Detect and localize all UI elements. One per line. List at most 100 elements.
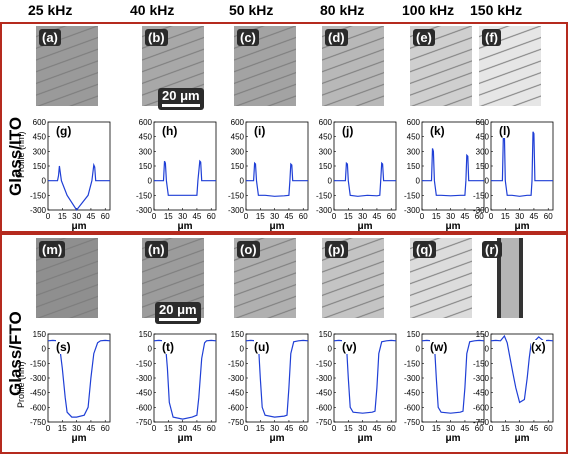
x-tick-label: 0: [332, 424, 337, 433]
y-tick-label: -150: [404, 191, 421, 200]
x-tick-label: 15: [432, 424, 441, 433]
profile-chart: 600 450 300 150 0 -150 -300 0 15 30 45 60 μm (g): [30, 118, 120, 238]
y-tick-label: 150: [139, 162, 153, 171]
x-tick-label: 30: [178, 424, 187, 433]
x-tick-label: 45: [372, 424, 381, 433]
profile-chart: 150 0 -150 -300 -450 -600 -750 0 15 30 45 60 μm (v): [316, 330, 406, 450]
frequency-header: 80 kHz: [320, 2, 365, 18]
x-tick-label: 0: [332, 212, 337, 221]
y-tick-label: 600: [231, 118, 245, 127]
y-tick-label: 150: [319, 162, 333, 171]
x-tick-label: 60: [207, 424, 216, 433]
x-tick-label: 30: [72, 424, 81, 433]
y-tick-label: -150: [228, 191, 245, 200]
x-tick-label: 60: [544, 212, 553, 221]
x-tick-label: 60: [101, 212, 110, 221]
y-tick-label: 150: [407, 162, 421, 171]
micrograph: (a): [36, 26, 98, 106]
x-tick-label: 45: [529, 424, 538, 433]
panel-label: (r): [482, 241, 502, 258]
profile-trace: [422, 148, 484, 197]
x-tick-label: 45: [86, 424, 95, 433]
y-tick-label: 300: [33, 147, 47, 156]
profile-trace: [246, 161, 308, 197]
x-tick-label: 60: [544, 424, 553, 433]
profile-chart: 600 450 300 150 0 -150 -300 0 15 30 45 60 μm (h): [136, 118, 226, 238]
x-tick-label: 0: [244, 424, 249, 433]
x-tick-label: 45: [460, 212, 469, 221]
x-tick-label: 15: [164, 212, 173, 221]
y-tick-label: 0: [42, 345, 47, 354]
y-tick-label: 300: [139, 147, 153, 156]
x-tick-label: 0: [489, 424, 494, 433]
graph-label: (x): [531, 340, 546, 354]
profile-chart: 150 0 -150 -300 -450 -600 -750 0 15 30 45 60 μm (w): [404, 330, 494, 450]
micrograph: (d): [322, 26, 384, 106]
y-tick-label: -300: [136, 206, 153, 215]
micrograph: (o): [234, 238, 296, 318]
y-tick-label: -600: [473, 403, 490, 412]
micrograph: (q): [410, 238, 472, 318]
y-tick-label: 600: [319, 118, 333, 127]
y-tick-label: -750: [404, 418, 421, 427]
y-tick-label: -450: [316, 389, 333, 398]
y-axis-label: Profile (nm): [16, 131, 26, 178]
y-tick-label: -150: [136, 359, 153, 368]
profile-chart: 150 0 -150 -300 -450 -600 -750 0 15 30 45 60 μm (x): [473, 330, 563, 450]
y-tick-label: 600: [139, 118, 153, 127]
y-tick-label: -750: [316, 418, 333, 427]
y-tick-label: 0: [240, 345, 245, 354]
x-tick-label: 30: [446, 424, 455, 433]
y-tick-label: 150: [139, 330, 153, 339]
x-axis-label: μm: [269, 433, 284, 444]
x-axis-label: μm: [514, 433, 529, 444]
profile-chart: 150 0 -150 -300 -450 -600 -750 0 15 30 45 60 μm (s): [30, 330, 120, 450]
x-axis-label: μm: [445, 433, 460, 444]
panel-label: (p): [325, 241, 348, 258]
scale-bar: 20 μm: [158, 88, 204, 110]
y-tick-label: 450: [407, 133, 421, 142]
y-tick-label: 150: [33, 330, 47, 339]
y-tick-label: -750: [473, 418, 490, 427]
x-tick-label: 30: [515, 424, 524, 433]
x-tick-label: 30: [358, 212, 367, 221]
profile-chart: 600 450 300 150 0 -150 -300 0 15 30 45 60 μm (k): [404, 118, 494, 238]
x-tick-label: 45: [284, 212, 293, 221]
profile-trace: [48, 162, 110, 212]
frequency-header: 50 kHz: [229, 2, 274, 18]
panel-label: (d): [325, 29, 348, 46]
panel-label: (q): [413, 241, 436, 258]
profile-trace: [154, 159, 216, 196]
y-tick-label: 150: [231, 162, 245, 171]
x-axis-label: μm: [71, 221, 86, 232]
x-axis-label: μm: [71, 433, 86, 444]
x-tick-label: 0: [46, 212, 51, 221]
scale-bar-label: 20 μm: [159, 302, 197, 317]
y-axis-label: Profile (nm): [16, 361, 26, 408]
x-tick-label: 60: [387, 424, 396, 433]
y-tick-label: -300: [30, 206, 47, 215]
profile-chart: 150 0 -150 -300 -450 -600 -750 0 15 30 45 60 μm (u): [228, 330, 318, 450]
x-tick-label: 15: [256, 424, 265, 433]
y-tick-label: -150: [30, 359, 47, 368]
x-tick-label: 45: [192, 424, 201, 433]
x-tick-label: 60: [475, 212, 484, 221]
y-tick-label: 150: [231, 330, 245, 339]
profile-chart: 600 450 300 150 0 -150 -300 0 15 30 45 60 μm (j): [316, 118, 406, 238]
glass-fto-frame: [0, 233, 568, 454]
profile-chart: 600 450 300 150 0 -150 -300 0 15 30 45 60 μm (l): [473, 118, 563, 238]
y-tick-label: 0: [485, 177, 490, 186]
y-tick-label: -300: [228, 374, 245, 383]
x-tick-label: 45: [460, 424, 469, 433]
y-tick-label: 0: [485, 345, 490, 354]
y-tick-label: -600: [404, 403, 421, 412]
y-tick-label: 150: [319, 330, 333, 339]
y-tick-label: -600: [136, 403, 153, 412]
y-tick-label: 0: [416, 345, 421, 354]
